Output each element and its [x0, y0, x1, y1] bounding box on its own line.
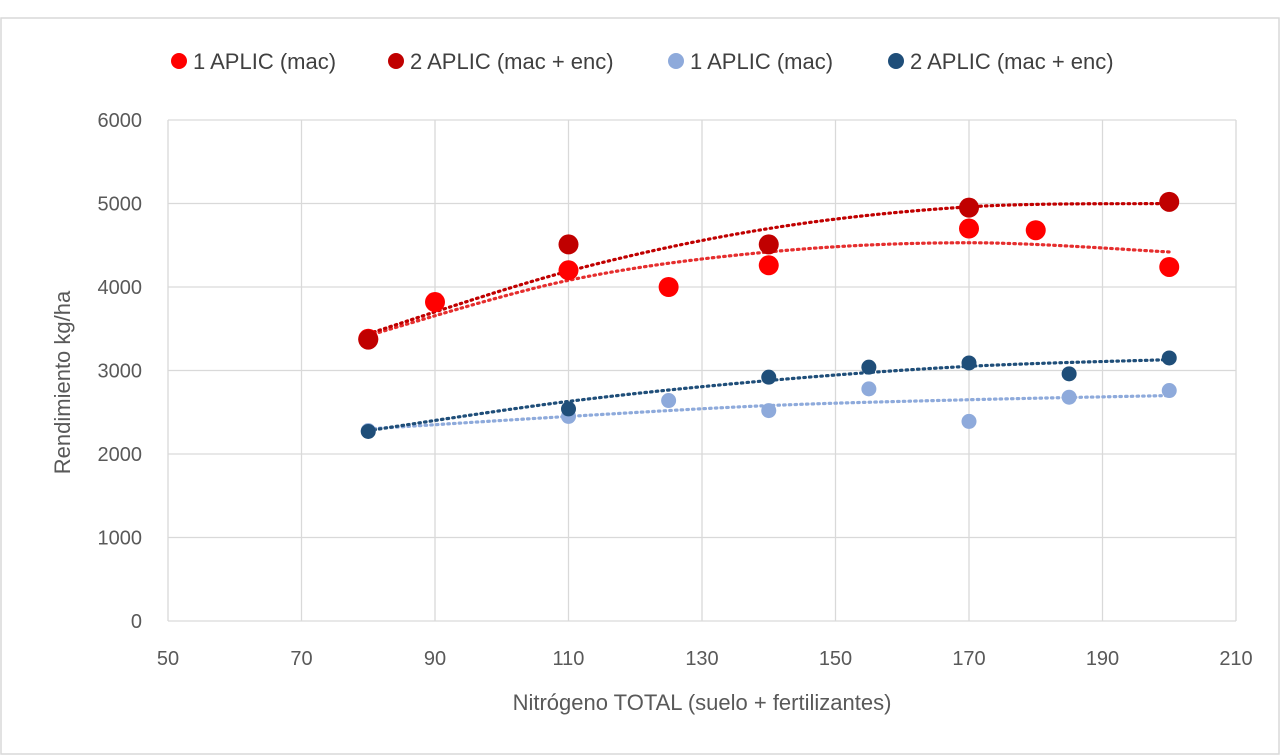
- data-point-series-2: [758, 234, 779, 255]
- legend-marker-series-2: [388, 53, 404, 69]
- data-point-series-3: [1061, 389, 1077, 405]
- y-tick-label: 2000: [98, 444, 143, 466]
- legend-marker-series-3: [668, 53, 684, 69]
- x-axis-title: Nitrógeno TOTAL (suelo + fertilizantes): [513, 690, 892, 715]
- x-tick-label: 110: [553, 648, 585, 670]
- data-points: [358, 191, 1180, 439]
- data-point-series-3: [661, 393, 677, 409]
- x-axis-tick-labels: 50 70 90 110 130 150 170 190 210: [157, 648, 1253, 670]
- data-point-series-2: [1159, 191, 1180, 212]
- y-axis-tick-labels: 0 1000 2000 3000 4000 5000 6000: [98, 110, 143, 633]
- data-point-series-2: [959, 197, 979, 218]
- chart-border: [0, 17, 1280, 755]
- data-point-series-1: [758, 255, 779, 276]
- x-tick-label: 90: [424, 648, 446, 670]
- x-tick-label: 150: [819, 648, 852, 670]
- data-point-series-4: [360, 423, 376, 439]
- data-point-series-3: [861, 381, 877, 397]
- legend-label-series-2: 2 APLIC (mac + enc): [410, 49, 614, 74]
- data-point-series-1: [425, 292, 445, 313]
- x-tick-label: 70: [290, 648, 312, 670]
- x-tick-label: 50: [157, 648, 179, 670]
- data-point-series-4: [1061, 366, 1077, 382]
- x-tick-label: 170: [952, 648, 985, 670]
- data-point-series-1: [1025, 220, 1046, 241]
- y-tick-label: 5000: [98, 194, 143, 216]
- y-axis-title: Rendimiento kg/ha: [50, 290, 75, 474]
- data-point-series-3: [961, 413, 977, 429]
- legend-label-series-4: 2 APLIC (mac + enc): [910, 49, 1114, 74]
- data-point-series-4: [961, 355, 977, 371]
- legend-label-series-1: 1 APLIC (mac): [193, 49, 336, 74]
- trendline-series-2: [366, 201, 1171, 336]
- data-point-series-2: [358, 329, 379, 350]
- data-point-series-1: [558, 260, 579, 281]
- y-tick-label: 3000: [98, 361, 143, 383]
- legend: 1 APLIC (mac) 2 APLIC (mac + enc) 1 APLIC …: [171, 49, 1114, 74]
- legend-label-series-3: 1 APLIC (mac): [690, 49, 833, 74]
- x-tick-label: 190: [1086, 648, 1119, 670]
- grid: [167, 119, 1237, 622]
- data-point-series-1: [959, 218, 979, 239]
- data-point-series-2: [558, 234, 579, 255]
- data-point-series-1: [658, 277, 679, 297]
- y-tick-label: 6000: [98, 110, 143, 132]
- x-tick-label: 210: [1219, 648, 1252, 670]
- data-point-series-3: [1161, 383, 1177, 399]
- y-tick-label: 4000: [98, 277, 143, 299]
- legend-marker-series-1: [171, 53, 187, 69]
- y-tick-label: 0: [131, 611, 142, 633]
- data-point-series-4: [861, 359, 877, 375]
- data-point-series-4: [1161, 350, 1177, 366]
- legend-marker-series-4: [888, 53, 904, 69]
- y-tick-label: 1000: [98, 528, 143, 550]
- data-point-series-4: [561, 401, 576, 417]
- data-point-series-1: [1159, 256, 1180, 277]
- x-tick-label: 130: [685, 648, 718, 670]
- data-point-series-4: [761, 369, 777, 385]
- data-point-series-3: [761, 403, 777, 419]
